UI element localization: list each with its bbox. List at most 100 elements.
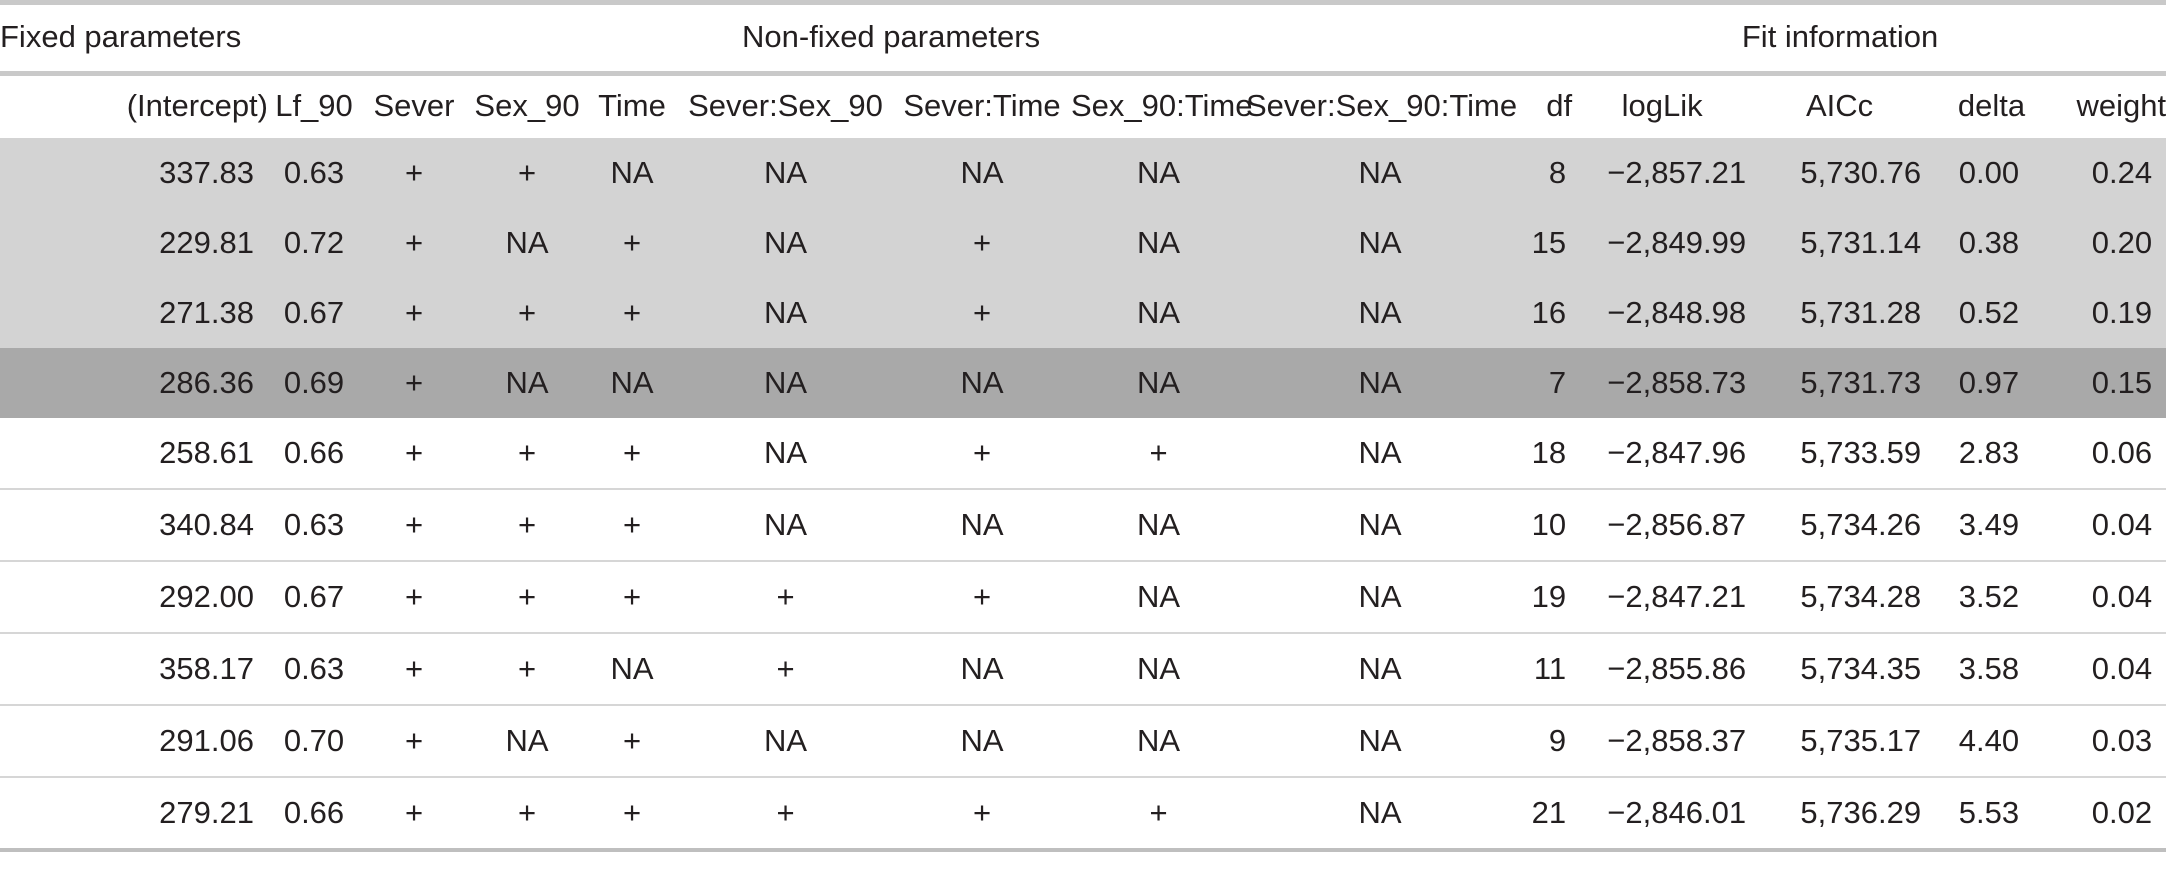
column-header-delta: delta (1957, 88, 2026, 123)
cell-intercept: 291.06 (0, 704, 268, 777)
cell-sever-sex90-time: NA (1246, 278, 1515, 348)
cell-sever: + (360, 704, 468, 777)
cell-loglik: −2,847.96 (1572, 418, 1753, 489)
table-row: 291.06 0.70 + NA + NA NA NA NA 9 −2,858.37 5,735.17… (0, 704, 2166, 777)
table-head: Fixed parameters Non-fixed parameters Fi… (0, 0, 2166, 139)
cell-sever-sex90-time: NA (1246, 632, 1515, 705)
cell-time: + (586, 278, 678, 348)
cell-lf90: 0.63 (268, 138, 360, 208)
cell-loglik: −2,858.37 (1572, 704, 1753, 777)
cell-df: 16 (1514, 278, 1573, 348)
cell-df: 19 (1514, 560, 1573, 633)
cell-sex90: + (468, 138, 586, 208)
cell-delta: 0.00 (1927, 138, 2026, 208)
table-row: 340.84 0.63 + + + NA NA NA NA 10 −2,856.87 5,734.26… (0, 488, 2166, 561)
cell-weight: 0.20 (2025, 208, 2166, 278)
cell-intercept: 258.61 (0, 418, 268, 489)
column-header-sever-time: Sever:Time (903, 88, 1061, 123)
table-row: 292.00 0.67 + + + + + NA NA 19 −2,847.21 5,734.28 3.… (0, 560, 2166, 633)
cell-intercept: 340.84 (0, 488, 268, 561)
group-header-non-fixed-parameters: Non-fixed parameters (268, 0, 1515, 76)
cell-aicc: 5,730.76 (1752, 138, 1928, 208)
cell-df: 21 (1514, 776, 1573, 852)
cell-sex90: + (468, 488, 586, 561)
model-selection-table-container: Fixed parameters Non-fixed parameters Fi… (0, 0, 2166, 852)
cell-sever-sex90-time: NA (1246, 704, 1515, 777)
cell-weight: 0.24 (2025, 138, 2166, 208)
cell-aicc: 5,734.35 (1752, 632, 1928, 705)
cell-weight: 0.02 (2025, 776, 2166, 852)
cell-sex90-time: + (1071, 776, 1246, 852)
cell-sever-time: + (893, 208, 1071, 278)
cell-sever: + (360, 776, 468, 852)
cell-weight: 0.19 (2025, 278, 2166, 348)
column-header-df: df (1546, 88, 1573, 123)
cell-lf90: 0.63 (268, 632, 360, 705)
cell-lf90: 0.66 (268, 418, 360, 489)
cell-sever: + (360, 418, 468, 489)
cell-aicc: 5,734.26 (1752, 488, 1928, 561)
cell-sex90-time: NA (1071, 704, 1246, 777)
cell-time: NA (586, 348, 678, 418)
cell-sever-sex90: + (678, 632, 893, 705)
cell-time: + (586, 208, 678, 278)
cell-time: + (586, 418, 678, 489)
column-header-time: Time (598, 88, 666, 123)
cell-lf90: 0.70 (268, 704, 360, 777)
cell-delta: 0.97 (1927, 348, 2026, 418)
table-row: 358.17 0.63 + + NA + NA NA NA 11 −2,855.86 5,734.35… (0, 632, 2166, 705)
cell-sex90-time: NA (1071, 278, 1246, 348)
cell-sever-sex90-time: NA (1246, 560, 1515, 633)
cell-loglik: −2,858.73 (1572, 348, 1753, 418)
table-row: 337.83 0.63 + + NA NA NA NA NA 8 −2,857.21 5,730.76… (0, 138, 2166, 208)
cell-weight: 0.06 (2025, 418, 2166, 489)
column-header-intercept: (Intercept) (126, 88, 268, 123)
cell-intercept: 279.21 (0, 776, 268, 852)
group-header-fixed-parameters: Fixed parameters (0, 0, 268, 76)
cell-lf90: 0.67 (268, 278, 360, 348)
cell-lf90: 0.72 (268, 208, 360, 278)
column-header-sex90: Sex_90 (474, 88, 580, 123)
cell-sever-sex90: NA (678, 348, 893, 418)
cell-weight: 0.15 (2025, 348, 2166, 418)
cell-delta: 3.52 (1927, 560, 2026, 633)
cell-aicc: 5,731.14 (1752, 208, 1928, 278)
cell-sex90: + (468, 418, 586, 489)
cell-sex90: + (468, 278, 586, 348)
cell-weight: 0.04 (2025, 488, 2166, 561)
cell-df: 11 (1514, 632, 1573, 705)
table-body: 337.83 0.63 + + NA NA NA NA NA 8 −2,857.21 5,730.76… (0, 138, 2166, 852)
cell-intercept: 337.83 (0, 138, 268, 208)
table-row: 271.38 0.67 + + + NA + NA NA 16 −2,848.98 5,731.28 0… (0, 278, 2166, 348)
cell-sever-time: NA (893, 632, 1071, 705)
cell-intercept: 286.36 (0, 348, 268, 418)
cell-sever-sex90: + (678, 776, 893, 852)
cell-loglik: −2,857.21 (1572, 138, 1753, 208)
cell-intercept: 271.38 (0, 278, 268, 348)
cell-delta: 4.40 (1927, 704, 2026, 777)
cell-sever: + (360, 560, 468, 633)
cell-sever-time: + (893, 560, 1071, 633)
column-header-sex90-time: Sex_90:Time (1071, 88, 1253, 123)
cell-sever-sex90: + (678, 560, 893, 633)
cell-aicc: 5,735.17 (1752, 704, 1928, 777)
column-header-weight: weight (2076, 88, 2166, 123)
column-header-row: (Intercept) Lf_90 Sever Sex_90 Time Seve… (0, 74, 2166, 139)
table-row: 229.81 0.72 + NA + NA + NA NA 15 −2,849.99 5,731.14… (0, 208, 2166, 278)
cell-sever: + (360, 488, 468, 561)
cell-sever: + (360, 208, 468, 278)
cell-sever-time: NA (893, 348, 1071, 418)
cell-loglik: −2,849.99 (1572, 208, 1753, 278)
cell-loglik: −2,855.86 (1572, 632, 1753, 705)
column-header-loglik: logLik (1621, 88, 1703, 123)
cell-sex90-time: NA (1071, 138, 1246, 208)
cell-intercept: 229.81 (0, 208, 268, 278)
cell-loglik: −2,846.01 (1572, 776, 1753, 852)
cell-sex90-time: NA (1071, 560, 1246, 633)
cell-sever-time: + (893, 776, 1071, 852)
cell-sever: + (360, 278, 468, 348)
cell-delta: 3.58 (1927, 632, 2026, 705)
cell-sex90: + (468, 560, 586, 633)
cell-aicc: 5,734.28 (1752, 560, 1928, 633)
cell-df: 8 (1514, 138, 1573, 208)
